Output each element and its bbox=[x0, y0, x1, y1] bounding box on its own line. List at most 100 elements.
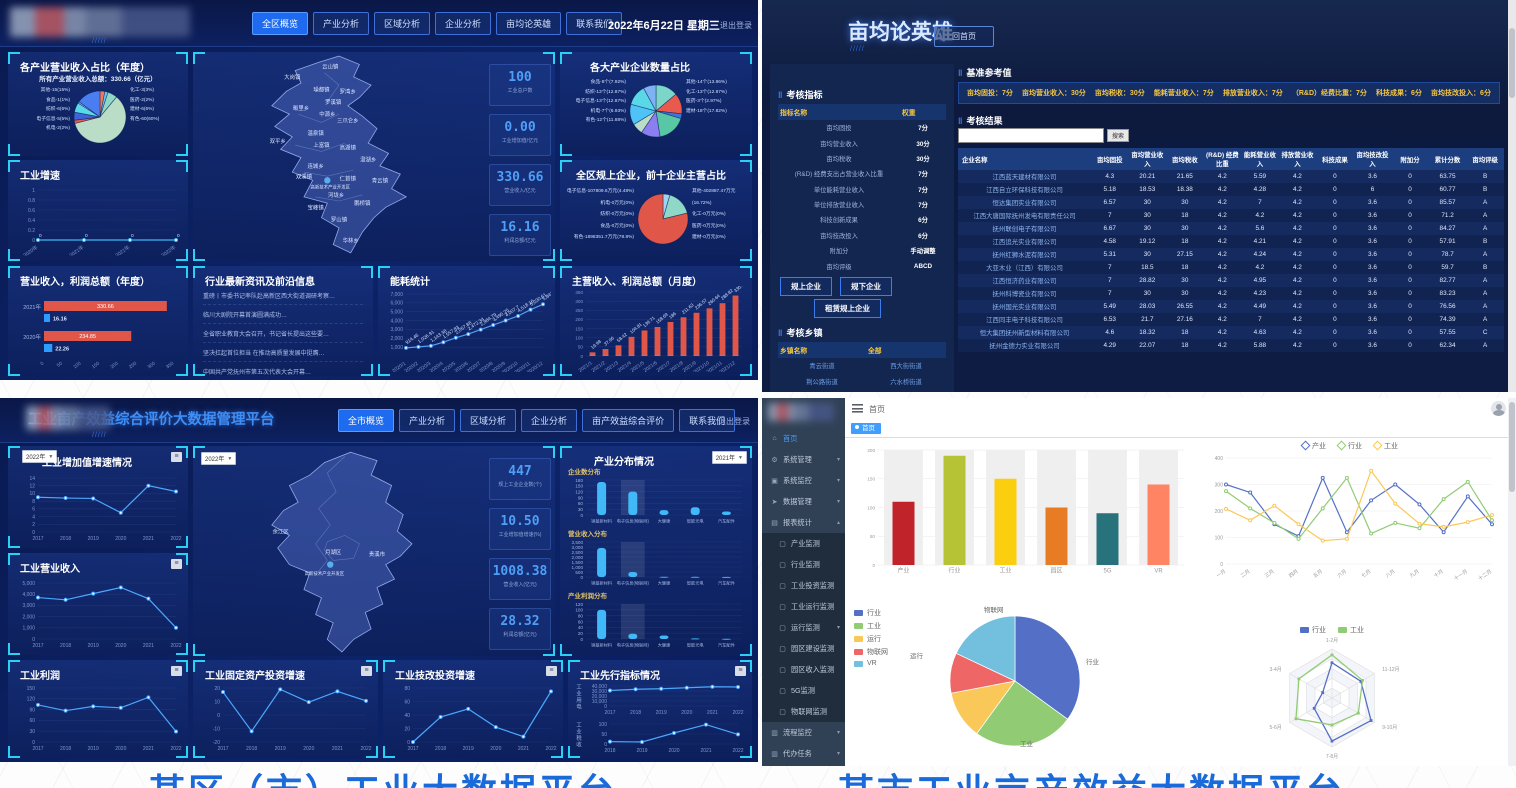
company-name-link[interactable]: 抚州红狮水泥有限公司 bbox=[958, 248, 1091, 261]
company-name-link[interactable]: 大亚木业（江西）有限公司 bbox=[958, 261, 1091, 274]
stat-value: 28.32 bbox=[500, 614, 540, 629]
panel-menu-icon[interactable]: ≡ bbox=[735, 666, 746, 676]
tab-区域分析[interactable]: 区域分析 bbox=[374, 12, 431, 35]
dist-year-select[interactable]: 2021年 ▼ bbox=[711, 451, 747, 464]
home-button[interactable]: 回首页 bbox=[934, 26, 994, 47]
tab-产业分析[interactable]: 产业分析 bbox=[399, 409, 456, 432]
news-item[interactable]: 全省职业教育大会召开，书记省长提出这些要… bbox=[203, 324, 363, 343]
tab-企业分析[interactable]: 企业分析 bbox=[435, 12, 492, 35]
tab-企业分析[interactable]: 企业分析 bbox=[521, 409, 578, 432]
sidebar-item-物联网监测[interactable]: ▢ 物联网监测 bbox=[762, 701, 845, 722]
sidebar-item-运行监测[interactable]: ▢ 运行监测 ▾ bbox=[762, 617, 845, 638]
sidebar-item-首页[interactable]: ⌂ 首页 bbox=[762, 428, 845, 449]
tab-产业分析[interactable]: 产业分析 bbox=[313, 12, 370, 35]
svg-text:20: 20 bbox=[578, 631, 584, 636]
svg-text:350: 350 bbox=[165, 361, 175, 371]
filter-button-租赁规上企业[interactable]: 租赁规上企业 bbox=[814, 299, 881, 318]
city-map[interactable]: 余江区 月湖区 贵溪市 高新技术产业开发区 bbox=[193, 446, 485, 654]
sidebar-item-行业监测[interactable]: ▢ 行业监测 bbox=[762, 554, 845, 575]
q3-logout-link[interactable]: 退出登录 bbox=[718, 417, 750, 426]
year-select[interactable]: 2022年 ▼ bbox=[22, 450, 58, 463]
sidebar-item-会议管理[interactable]: ▥会议管理▾ bbox=[762, 764, 845, 766]
panel-title: 工业营业收入 bbox=[20, 564, 80, 575]
sidebar-item-系统管理[interactable]: ⚙ 系统管理 ▾ bbox=[771, 454, 840, 464]
town-row[interactable]: 青云街道 西大街街道 bbox=[809, 363, 922, 371]
filter-button-规下企业[interactable]: 规下企业 bbox=[840, 277, 892, 296]
legend-item[interactable]: 工业 bbox=[1372, 440, 1398, 451]
svg-text:0: 0 bbox=[580, 575, 583, 580]
panel-menu-icon[interactable]: ≡ bbox=[361, 666, 372, 676]
panel-menu-icon[interactable]: ≡ bbox=[546, 666, 557, 676]
company-name-link[interactable]: 恒大集团抚州新型材料有限公司 bbox=[958, 326, 1091, 339]
company-name-link[interactable]: 江西同丰电子科技有限公司 bbox=[958, 313, 1091, 326]
q2-scrollbar[interactable] bbox=[1508, 0, 1516, 392]
tab-亩均论英雄[interactable]: 亩均论英雄 bbox=[496, 12, 562, 35]
town-row[interactable]: 荆公路街道 六水桥街道 bbox=[806, 378, 922, 386]
tab-home[interactable]: 首页 bbox=[851, 422, 881, 434]
stat-value: 1008.38 bbox=[492, 564, 548, 579]
svg-text:2022: 2022 bbox=[545, 746, 556, 752]
company-name-link[interactable]: 恒达集团实业有限公司 bbox=[958, 196, 1091, 209]
user-avatar-icon[interactable] bbox=[1491, 401, 1506, 416]
news-item[interactable]: 临川大剧院开幕首演圆满成功… bbox=[203, 305, 363, 324]
company-name-link[interactable]: 抚州金德力实业有限公司 bbox=[958, 339, 1091, 352]
q1-logout-link[interactable]: 退出登录 bbox=[720, 21, 752, 30]
legend-item[interactable]: 工业 bbox=[1338, 625, 1364, 635]
sidebar-item-产业监测[interactable]: ▢ 产业监测 bbox=[762, 533, 845, 554]
sidebar-item-园区建设监测[interactable]: ▢ 园区建设监测 bbox=[762, 638, 845, 659]
tab-全市概览[interactable]: 全市概览 bbox=[338, 409, 395, 432]
company-name-link[interactable]: 抚州联创电子有限公司 bbox=[958, 222, 1091, 235]
sidebar-item-报表统计[interactable]: ▤ 报表统计 ▴ bbox=[771, 517, 840, 527]
search-input[interactable] bbox=[958, 128, 1104, 143]
map-year-select[interactable]: 2022年 ▼ bbox=[201, 452, 237, 465]
search-button[interactable]: 搜索 bbox=[1107, 129, 1130, 142]
legend-item[interactable]: 行业 bbox=[1300, 625, 1326, 635]
tab-联系我们[interactable]: 联系我们 bbox=[679, 409, 736, 432]
company-name-link[interactable]: 江西追光实业有限公司 bbox=[958, 235, 1091, 248]
company-name-link[interactable]: 抚州国光实业有限公司 bbox=[958, 300, 1091, 313]
legend-item[interactable]: VR bbox=[854, 660, 888, 667]
svg-text:20,000: 20,000 bbox=[592, 694, 608, 700]
news-item[interactable]: 重磅丨市委书记率队赴高新区西大街道调研考察… bbox=[203, 286, 363, 305]
company-name-link[interactable]: 江西蓝天建材有限公司 bbox=[958, 170, 1091, 183]
company-name-link[interactable]: 江西恒济药业有限公司 bbox=[958, 274, 1091, 287]
revenue-profit-year-chart: 0 50 100 150 200 250 300 350 2021年 330.66 16.16 202… bbox=[12, 288, 184, 372]
panel-title: 全区规上企业，前十企业主营占比 bbox=[576, 171, 726, 182]
tab-亩产效益综合评价[interactable]: 亩产效益综合评价 bbox=[582, 409, 675, 432]
tab-联系我们[interactable]: 联系我们 bbox=[566, 12, 623, 35]
panel-title: 产业分布情况 bbox=[594, 457, 654, 468]
legend-item[interactable]: 物联网 bbox=[854, 647, 888, 657]
sidebar-item-5G监测[interactable]: ▢ 5G监测 bbox=[762, 680, 845, 701]
panel-menu-icon[interactable]: ≡ bbox=[171, 559, 182, 569]
sidebar-item-代办任务[interactable]: ▥ 代办任务 ▾ bbox=[771, 748, 840, 758]
panel-menu-icon[interactable]: ≡ bbox=[171, 666, 182, 676]
q4-scrollbar[interactable] bbox=[1508, 398, 1516, 766]
sidebar-item-流程监控[interactable]: ▥ 流程监控 ▾ bbox=[771, 727, 840, 737]
legend-item[interactable]: 产业 bbox=[1300, 440, 1326, 451]
panel-monthly-revenue: 主营收入、利润总额（月度） 0 50 100 150 200 250 300 350 19.98… bbox=[560, 266, 752, 376]
county-map[interactable]: 云山镇 大岗镇 璪都镇 罗湾乡 罗溪镇 畈里乡 中源乡 三爪仑乡 温泉镇 双平乡 上富镇 高湖镇 澄湖乡… bbox=[193, 52, 485, 259]
svg-text:90: 90 bbox=[29, 707, 35, 713]
svg-text:2,000: 2,000 bbox=[572, 555, 584, 560]
pie-label: 其他-14个(13.86%) bbox=[686, 80, 727, 85]
news-item[interactable]: 坚决扛起首位担当 在推动高质量发展中挺膺… bbox=[203, 343, 363, 362]
svg-text:158.69: 158.69 bbox=[655, 312, 669, 325]
panel-menu-icon[interactable]: ≡ bbox=[171, 452, 182, 462]
legend-item[interactable]: 运行 bbox=[854, 634, 888, 644]
sidebar-item-工业运行监测[interactable]: ▢ 工业运行监测 bbox=[762, 596, 845, 617]
tab-全区概览[interactable]: 全区概览 bbox=[252, 12, 309, 35]
sidebar-item-工业投资监测[interactable]: ▢ 工业投资监测 bbox=[762, 575, 845, 596]
company-name-link[interactable]: 抚州科博瓷业有限公司 bbox=[958, 287, 1091, 300]
tab-区域分析[interactable]: 区域分析 bbox=[460, 409, 517, 432]
sidebar-item-系统监控[interactable]: ▣ 系统监控 ▾ bbox=[771, 475, 840, 485]
filter-button-规上企业[interactable]: 规上企业 bbox=[780, 277, 832, 296]
legend-item[interactable]: 行业 bbox=[1336, 440, 1362, 451]
legend-item[interactable]: 工业 bbox=[854, 621, 888, 631]
company-name-link[interactable]: 江西大唐国际抚州发电有限责任公司 bbox=[958, 209, 1091, 222]
company-name-link[interactable]: 江西自立环保科技有限公司 bbox=[958, 183, 1091, 196]
hamburger-icon[interactable] bbox=[852, 404, 863, 413]
sidebar-item-数据管理[interactable]: ➤ 数据管理 ▾ bbox=[771, 496, 840, 506]
sidebar-item-园区收入监测[interactable]: ▢ 园区收入监测 bbox=[762, 659, 845, 680]
legend-item[interactable]: 行业 bbox=[854, 608, 888, 618]
news-item[interactable]: 中国共产党抚州市第五次代表大会开幕… bbox=[203, 362, 363, 380]
